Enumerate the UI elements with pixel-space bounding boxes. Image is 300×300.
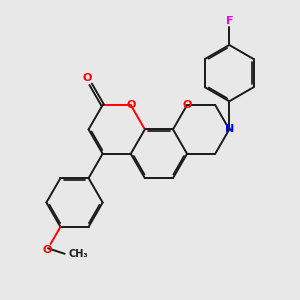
Text: CH₃: CH₃ (68, 249, 88, 259)
Text: O: O (42, 245, 52, 255)
Text: F: F (226, 16, 233, 26)
Text: O: O (82, 73, 92, 83)
Text: O: O (126, 100, 136, 110)
Text: O: O (182, 100, 192, 110)
Text: N: N (225, 124, 234, 134)
